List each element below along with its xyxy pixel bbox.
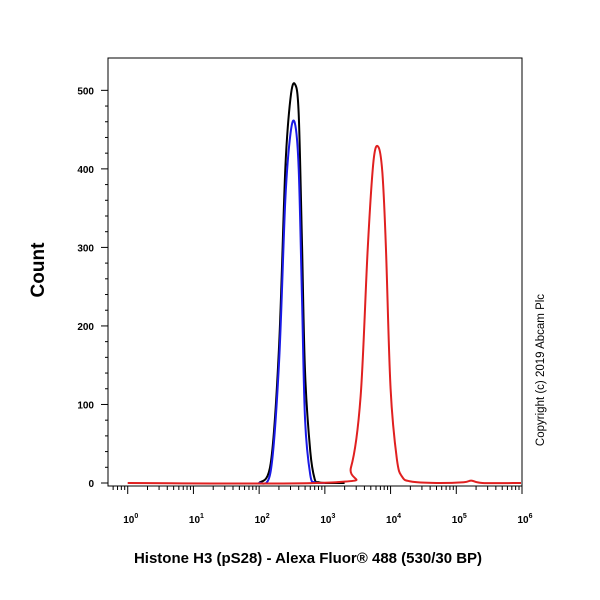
- x-axis: 100 101 102 103 104 105 106: [112, 486, 533, 526]
- plot-area: [107, 57, 523, 487]
- x-tick-label: 105: [452, 513, 467, 526]
- y-axis-title: Count: [28, 242, 49, 298]
- x-tick-label: 101: [189, 513, 204, 526]
- y-tick-label: 300: [77, 243, 94, 254]
- histogram-series-3: [127, 144, 522, 485]
- y-tick-label: 200: [77, 322, 94, 333]
- y-axis: 0 100 200 300 400 500: [77, 86, 108, 490]
- x-tick-label: 102: [255, 513, 270, 526]
- y-tick-label: 0: [88, 479, 94, 490]
- series-layer: [127, 82, 522, 485]
- y-tick-label: 400: [77, 165, 94, 176]
- x-tick-label: 100: [123, 513, 138, 526]
- y-tick-label: 100: [77, 400, 94, 411]
- x-tick-label: 103: [320, 513, 335, 526]
- x-tick-label: 106: [517, 513, 532, 526]
- y-tick-label: 500: [77, 86, 94, 97]
- copyright-watermark: Copyright (c) 2019 Abcam Plc: [535, 294, 547, 446]
- plot-frame: [107, 57, 523, 487]
- histogram-series-2: [258, 119, 325, 485]
- x-tick-label: 104: [386, 513, 401, 526]
- x-axis-title: Histone H3 (pS28) - Alexa Fluor® 488 (53…: [134, 550, 482, 567]
